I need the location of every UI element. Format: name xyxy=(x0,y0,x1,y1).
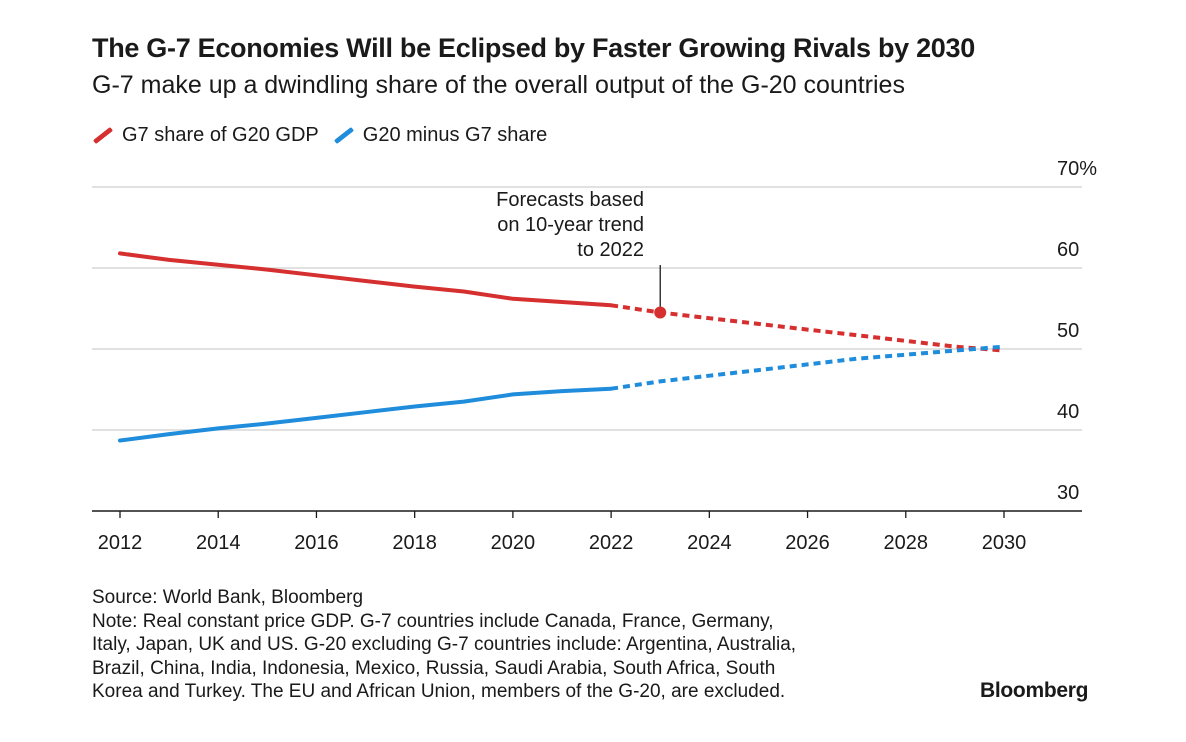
note-line: Italy, Japan, UK and US. G-20 excluding … xyxy=(92,634,797,655)
x-tick-label: 2024 xyxy=(687,532,732,554)
legend-item-g7: G7 share of G20 GDP xyxy=(92,124,319,147)
annotation-text: Forecasts based xyxy=(496,189,644,211)
y-tick-label: 60 xyxy=(1057,239,1079,261)
x-tick-label: 2014 xyxy=(196,532,241,554)
series-line-actual-0 xyxy=(118,251,614,308)
y-tick-label: 30 xyxy=(1057,482,1079,504)
legend-label-g7: G7 share of G20 GDP xyxy=(122,124,319,146)
x-tick-label: 2026 xyxy=(785,532,830,554)
x-tick-label: 2030 xyxy=(982,532,1027,554)
series-line-forecast-0 xyxy=(610,303,1005,353)
x-tick-label: 2018 xyxy=(392,532,437,554)
series-line-forecast-1 xyxy=(610,344,1005,391)
y-tick-label: 70% xyxy=(1057,158,1097,180)
source-line: Source: World Bank, Bloomberg xyxy=(92,587,364,608)
forecast-start-point xyxy=(654,306,667,319)
y-tick-label: 50 xyxy=(1057,320,1079,342)
note-line: Note: Real constant price GDP. G-7 count… xyxy=(92,610,774,632)
x-tick-label: 2016 xyxy=(294,532,339,554)
x-tick-label: 2012 xyxy=(98,532,143,554)
note-line: Brazil, China, India, Indonesia, Mexico,… xyxy=(92,657,776,679)
x-tick-label: 2020 xyxy=(491,532,536,554)
y-tick-label: 40 xyxy=(1057,401,1079,423)
x-tick-label: 2028 xyxy=(884,532,929,554)
chart-subtitle: G-7 make up a dwindling share of the ove… xyxy=(92,71,905,99)
legend: G7 share of G20 GDP G20 minus G7 share xyxy=(92,124,561,147)
series-line-actual-1 xyxy=(118,386,614,443)
legend-item-g20-minus-g7: G20 minus G7 share xyxy=(333,124,548,147)
legend-label-g20-minus-g7: G20 minus G7 share xyxy=(362,124,548,146)
bloomberg-logo: Bloomberg xyxy=(980,679,1089,702)
note-line: Korea and Turkey. The EU and African Uni… xyxy=(92,681,786,702)
annotation-text: on 10-year trend xyxy=(497,214,644,236)
annotation-text: to 2022 xyxy=(577,239,644,261)
chart-title: The G-7 Economies Will be Eclipsed by Fa… xyxy=(92,33,975,63)
source-note: Source: World Bank, Bloomberg Note: Real… xyxy=(92,586,952,704)
x-tick-label: 2022 xyxy=(589,532,634,554)
